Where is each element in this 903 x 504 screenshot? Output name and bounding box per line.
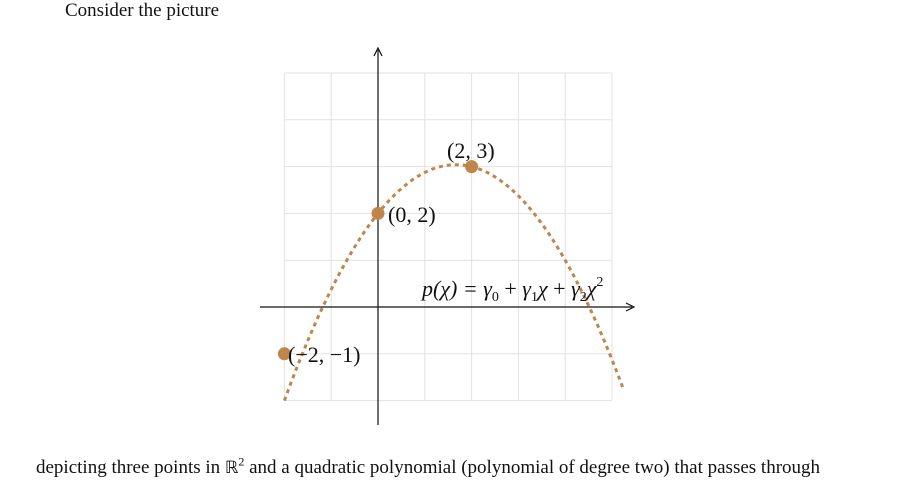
intro-text: Consider the picture — [65, 0, 220, 21]
caption-text: depicting three points in ℝ2 and a quadr… — [36, 456, 820, 480]
data-point — [371, 206, 385, 220]
data-point — [465, 160, 479, 174]
caption-after: and a quadratic polynomial (polynomial o… — [244, 457, 821, 478]
axes — [260, 46, 636, 425]
formula-lhs: p(χ) = — [420, 276, 483, 301]
real-numbers-symbol: ℝ — [224, 458, 239, 478]
formula-exp2: 2 — [596, 275, 603, 290]
x-axis-arrow — [625, 302, 636, 312]
point-label-neg2-neg1: (−2, −1) — [288, 342, 360, 367]
formula-sub0: 0 — [492, 290, 499, 305]
data-point — [277, 347, 291, 361]
formula-chi2: χ — [585, 276, 598, 301]
formula-sub1: 1 — [531, 290, 538, 305]
formula-sub2: 2 — [580, 290, 587, 305]
caption-before: depicting three points in — [36, 457, 225, 478]
point-label-0-2: (0, 2) — [388, 202, 436, 227]
caption-exponent: 2 — [238, 454, 245, 469]
formula-gamma2: γ — [571, 276, 581, 301]
formula-plus2: + — [548, 276, 571, 301]
y-axis-arrow — [373, 46, 383, 57]
formula-plus1: + — [499, 276, 522, 301]
formula-gamma1: γ — [522, 276, 532, 301]
polynomial-formula: p(χ) = γ0 + γ1χ + γ2χ2 — [420, 275, 603, 305]
formula-chi1: χ — [536, 276, 549, 301]
formula-gamma0: γ — [483, 276, 493, 301]
point-label-2-3: (2, 3) — [447, 138, 495, 163]
